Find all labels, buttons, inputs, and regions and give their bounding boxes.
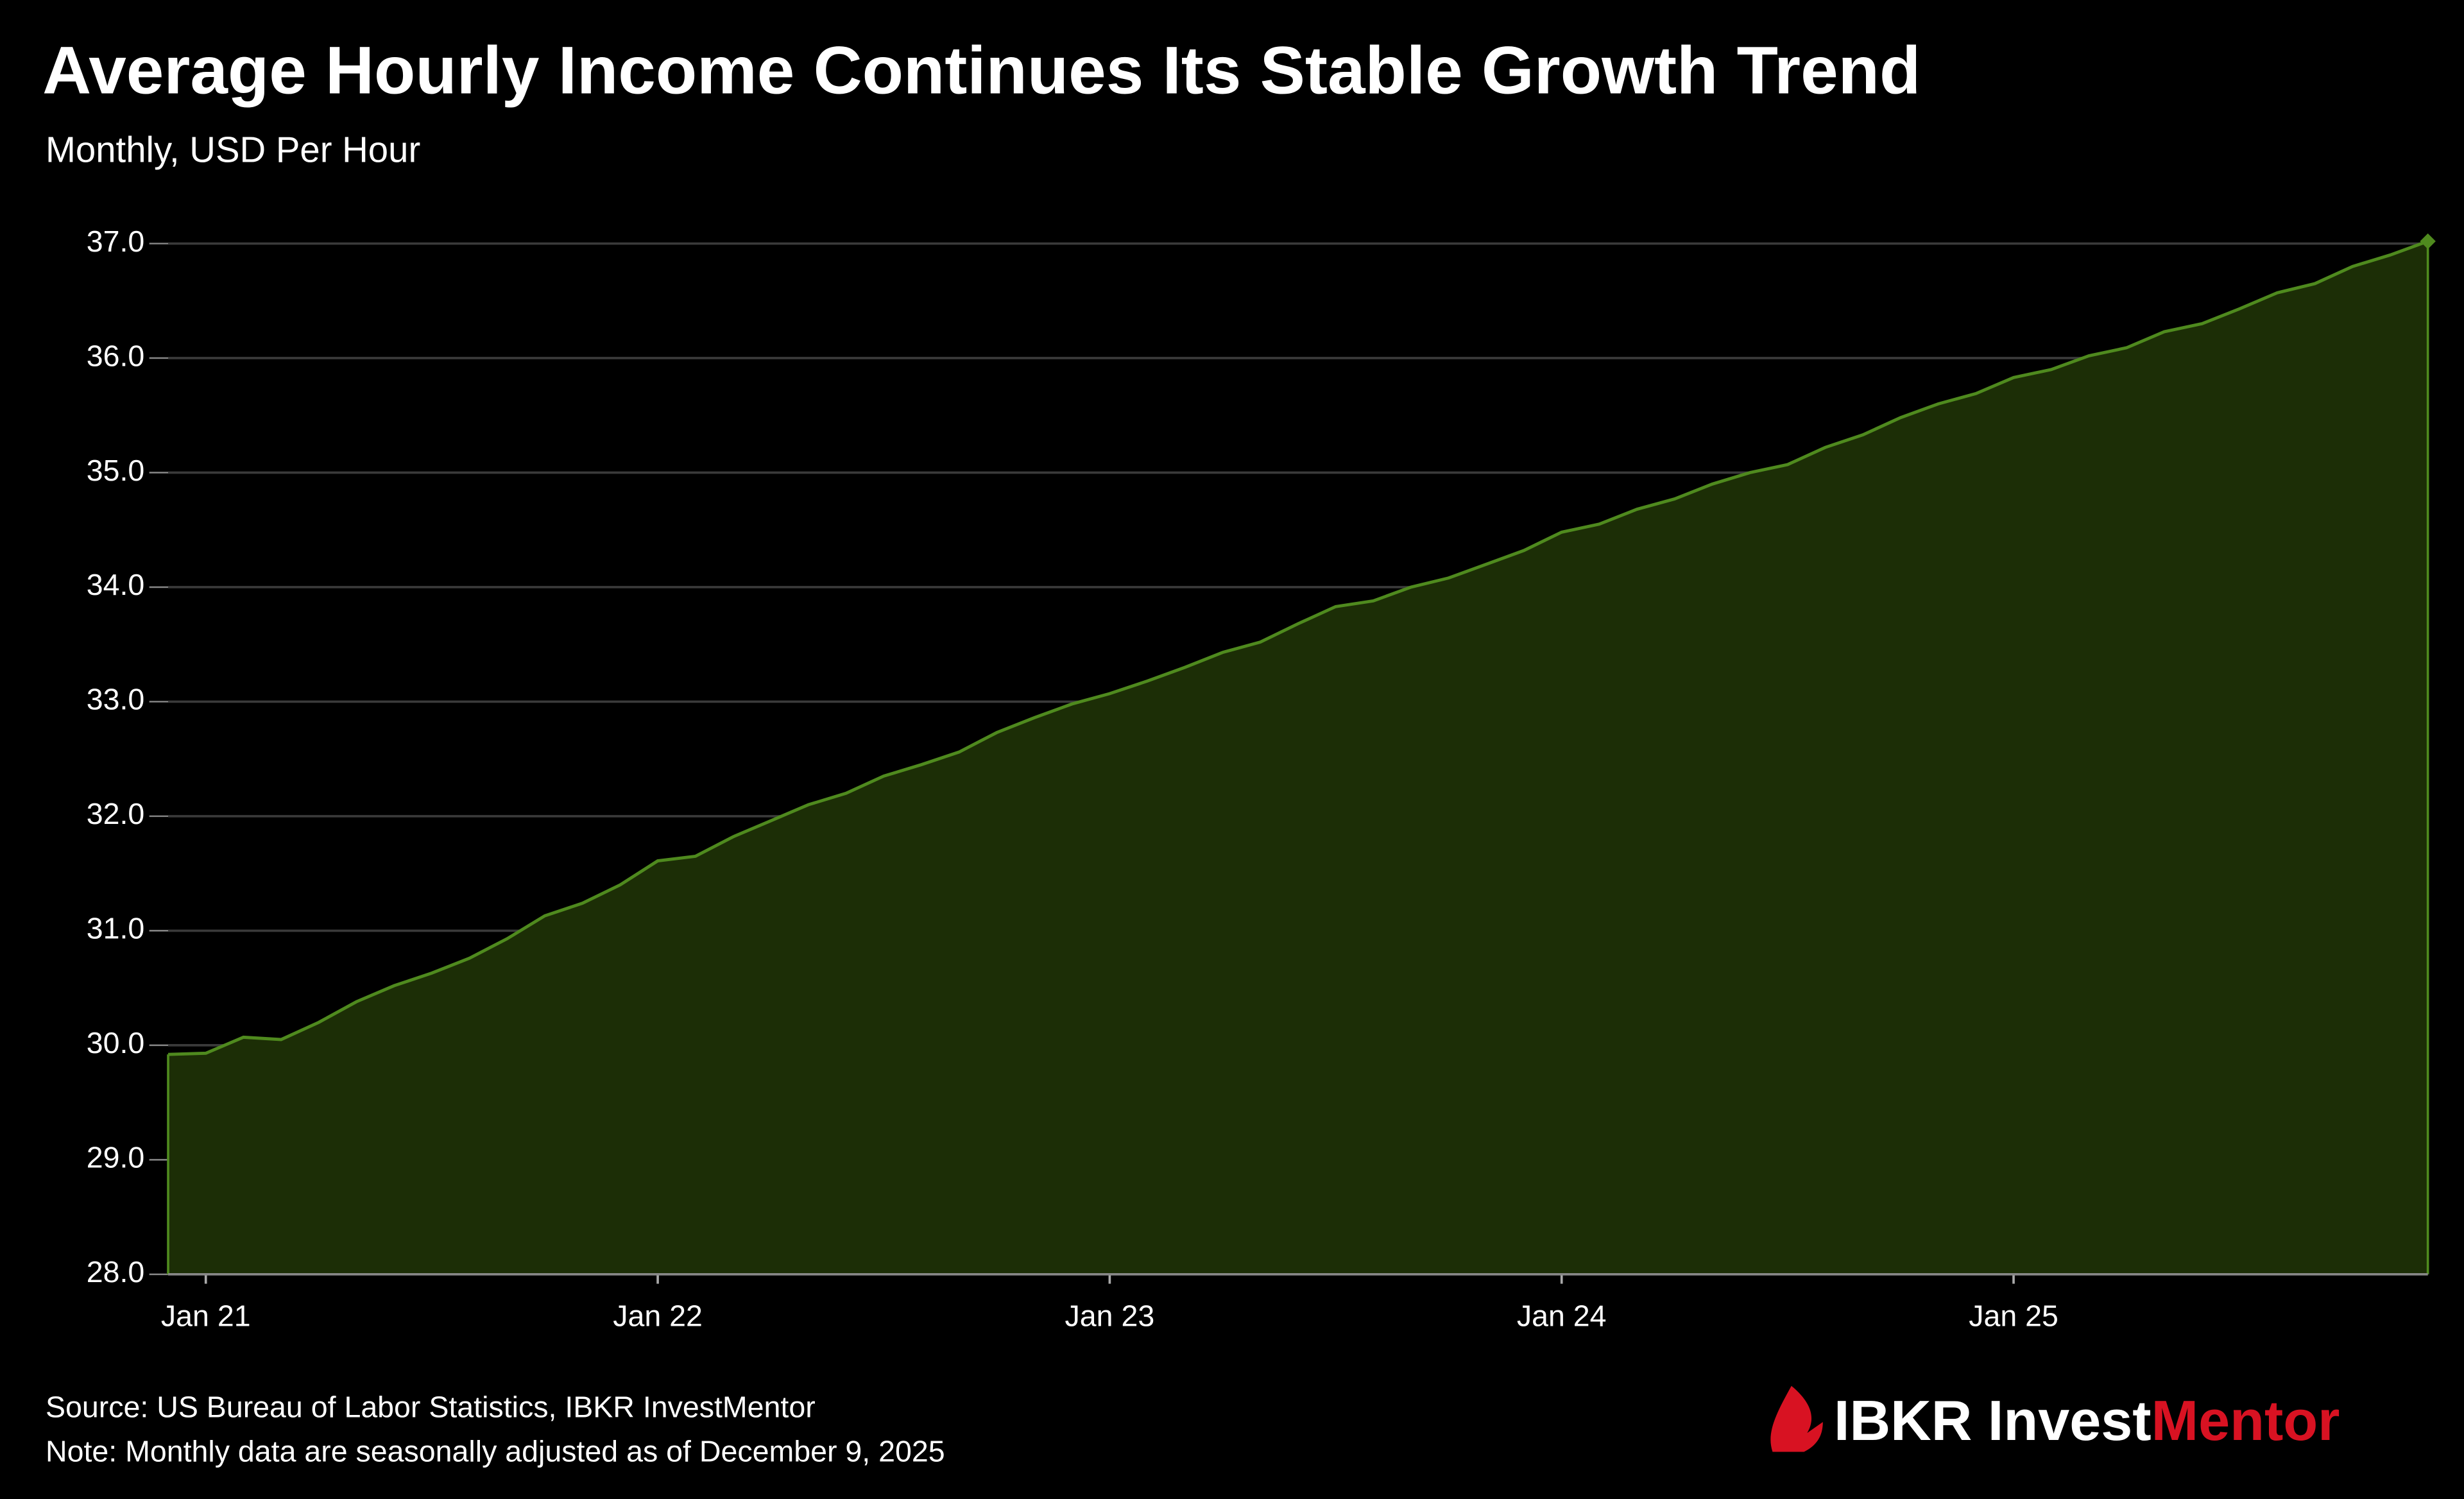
chart-title: Average Hourly Income Continues Its Stab…	[42, 33, 1921, 108]
logo-icon	[1770, 1385, 1823, 1452]
y-tick-label: 32.0	[87, 797, 145, 830]
area	[168, 241, 2428, 1274]
x-tick-label: Jan 24	[1517, 1299, 1607, 1333]
x-tick-label: Jan 22	[613, 1299, 703, 1333]
logo-suffix: Mentor	[2152, 1389, 2340, 1452]
chart-subtitle: Monthly, USD Per Hour	[46, 129, 420, 169]
x-tick-label: Jan 23	[1065, 1299, 1155, 1333]
source: Source: US Bureau of Labor Statistics, I…	[46, 1391, 816, 1424]
logo-text: IBKR InvestMentor	[1834, 1389, 2340, 1452]
line	[167, 239, 2429, 1056]
y-tick-label: 35.0	[87, 454, 145, 487]
y-tick-label: 29.0	[87, 1141, 145, 1174]
x-tick-label: Jan 21	[161, 1299, 251, 1333]
y-tick-label: 33.0	[87, 683, 145, 716]
y-tick-label: 34.0	[87, 568, 145, 601]
y-tick-label: 30.0	[87, 1026, 145, 1059]
y-tick-label: 36.0	[87, 339, 145, 372]
note: Note: Monthly data are seasonally adjust…	[46, 1434, 945, 1468]
logo: IBKR InvestMentor	[1770, 1385, 2340, 1452]
logo-prefix: IBKR Invest	[1834, 1389, 2152, 1452]
y-tick-label: 28.0	[87, 1255, 145, 1289]
y-tick-label: 31.0	[87, 912, 145, 945]
x-tick-label: Jan 25	[1969, 1299, 2058, 1333]
y-tick-label: 37.0	[87, 225, 145, 258]
